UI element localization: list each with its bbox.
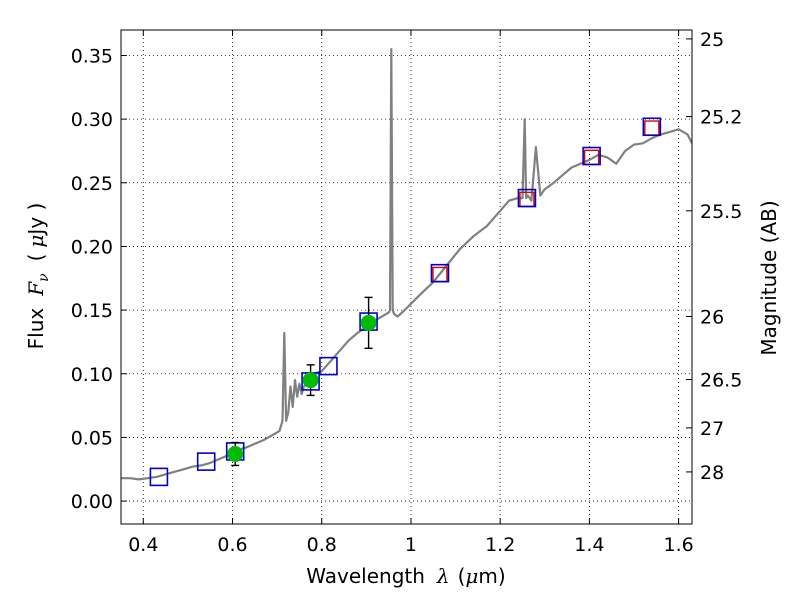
y2-tick-label: 25: [700, 29, 724, 51]
y-tick-label: 0.10: [71, 364, 113, 386]
synthetic-photometry-marker: [642, 117, 662, 137]
synthetic-photometry-marker: [430, 263, 450, 283]
y2-tick-label: 25.2: [700, 107, 742, 129]
y2-tick-label: 28: [700, 462, 724, 484]
y-tick-label: 0.30: [71, 109, 113, 131]
synthetic-photometry-marker: [319, 356, 338, 376]
y-tick-label: 0.25: [71, 173, 113, 195]
y-tick-label: 0.05: [71, 427, 113, 449]
synthetic-photometry-marker: [196, 452, 216, 471]
x-tick-label: 1.4: [574, 534, 604, 556]
y2-tick-label: 26: [700, 306, 724, 328]
x-tick-label: 1: [405, 534, 417, 556]
observed-photometry-point: [227, 445, 244, 462]
observed-photometry-point: [302, 372, 319, 389]
y2-tick-label: 25.5: [700, 201, 742, 223]
plot-area: [121, 48, 692, 487]
y2-tick-label: 27: [700, 418, 724, 440]
y-axis-title: FluxFν(μJy ): [24, 203, 52, 350]
synthetic-photometry-marker: [517, 188, 537, 208]
y2-tick-label: 26.5: [700, 369, 742, 391]
x-tick-label: 0.8: [307, 534, 337, 556]
plot-frame: [120, 29, 693, 525]
tick-labels: 0.4 0.6 0.8 1 1.2 1.4 1.6 0.00 0.05 0.10 0.15 0.20 0…: [71, 29, 743, 556]
y2-axis-title: Magnitude (AB): [757, 200, 781, 355]
y-tick-label: 0.00: [71, 491, 113, 513]
x-tick-label: 1.2: [485, 534, 515, 556]
x-tick-label: 1.6: [664, 534, 694, 556]
synthetic-photometry-marker: [149, 467, 169, 487]
y-tick-label: 0.35: [71, 45, 113, 67]
y-tick-label: 0.20: [71, 236, 113, 258]
synthetic-photometry-marker: [582, 146, 601, 166]
observed-photometry-point: [360, 314, 377, 331]
x-axis-title: Wavelength λ (μm): [306, 564, 505, 588]
x-tick-label: 0.6: [217, 534, 247, 556]
x-tick-label: 0.4: [128, 534, 158, 556]
axis-ticks: [121, 30, 692, 524]
y-tick-label: 0.15: [71, 300, 113, 322]
